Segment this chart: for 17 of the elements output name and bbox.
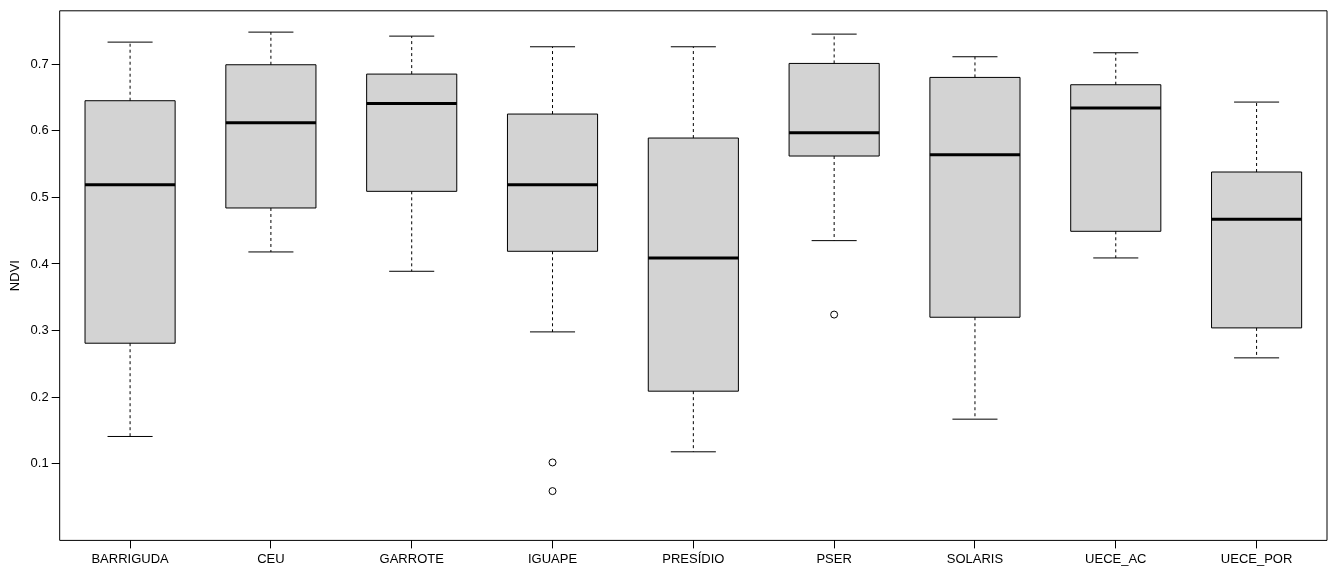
x-tick-label: BARRIGUDA [91, 550, 170, 566]
y-tick-label: 0.6 [30, 122, 49, 138]
y-tick-label: 0.5 [30, 188, 49, 204]
x-tick-label: PSER [816, 550, 852, 566]
x-tick-label: PRESÍDIO [662, 550, 725, 566]
y-tick-label: 0.7 [30, 55, 49, 71]
y-tick-label: 0.2 [30, 388, 49, 404]
x-tick-label: UECE_POR [1220, 550, 1293, 566]
y-tick-label: 0.3 [30, 322, 49, 338]
x-tick-label: UECE_AC [1085, 550, 1147, 566]
x-tick-label: SOLARIS [946, 550, 1004, 566]
y-axis-title: NDVI [7, 260, 23, 292]
x-tick-label: IGUAPE [527, 550, 578, 566]
x-tick-label: GARROTE [379, 550, 445, 566]
y-tick-label: 0.1 [30, 455, 49, 471]
x-tick-label: CEU [257, 550, 285, 566]
y-tick-label: 0.4 [30, 255, 49, 271]
